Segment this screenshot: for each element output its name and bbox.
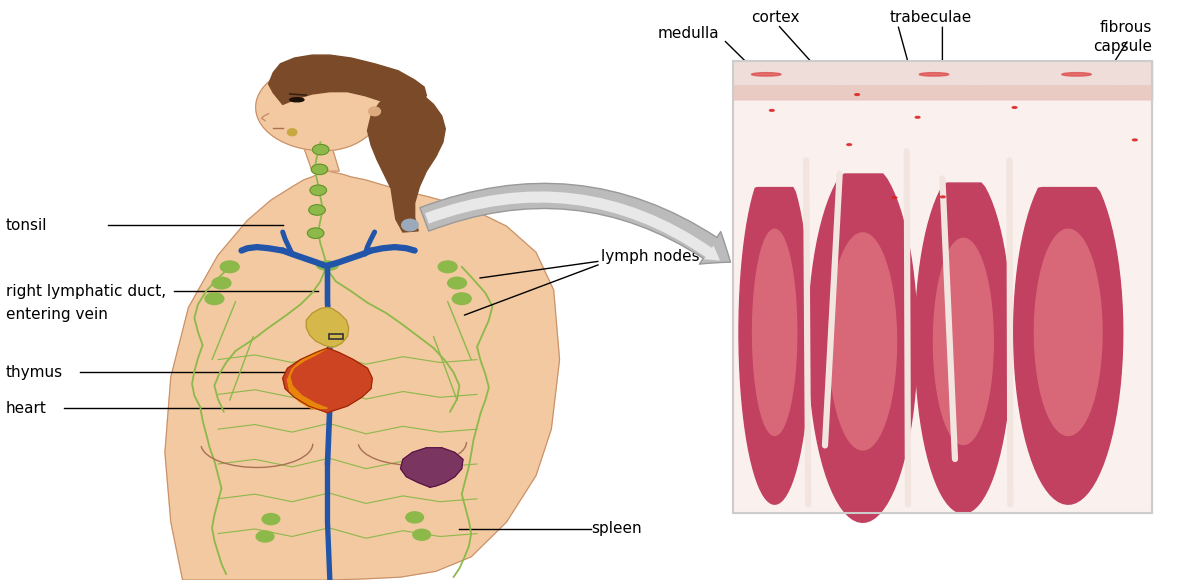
Ellipse shape	[220, 261, 239, 273]
Polygon shape	[401, 448, 463, 487]
Ellipse shape	[369, 107, 380, 116]
Polygon shape	[368, 87, 445, 232]
Ellipse shape	[312, 144, 329, 155]
Bar	[329, 334, 343, 339]
Ellipse shape	[257, 531, 273, 542]
Polygon shape	[304, 148, 339, 171]
Ellipse shape	[452, 293, 471, 304]
Text: right lymphatic duct,: right lymphatic duct,	[6, 284, 166, 299]
Polygon shape	[933, 238, 993, 444]
Ellipse shape	[919, 72, 948, 76]
Ellipse shape	[290, 98, 304, 102]
Bar	[733, 61, 1152, 99]
Ellipse shape	[307, 228, 324, 238]
Ellipse shape	[309, 205, 325, 215]
Ellipse shape	[847, 144, 852, 146]
Text: fibrous: fibrous	[1100, 20, 1152, 35]
Text: medulla: medulla	[657, 26, 719, 41]
Ellipse shape	[412, 529, 431, 541]
Ellipse shape	[310, 185, 326, 195]
Ellipse shape	[1061, 72, 1091, 76]
Ellipse shape	[1132, 139, 1137, 141]
Ellipse shape	[205, 293, 224, 304]
Ellipse shape	[317, 261, 338, 270]
Ellipse shape	[438, 261, 457, 273]
Polygon shape	[753, 229, 796, 436]
Ellipse shape	[212, 277, 231, 289]
Ellipse shape	[402, 219, 418, 231]
Ellipse shape	[752, 72, 781, 76]
Bar	[733, 61, 1152, 513]
Text: lymph nodes: lymph nodes	[601, 249, 700, 264]
Polygon shape	[1034, 229, 1101, 436]
Polygon shape	[287, 348, 327, 409]
Bar	[733, 61, 1152, 513]
Text: entering vein: entering vein	[6, 307, 107, 322]
Ellipse shape	[915, 117, 920, 118]
Polygon shape	[739, 187, 810, 504]
Ellipse shape	[311, 164, 327, 175]
Ellipse shape	[892, 197, 896, 198]
FancyArrowPatch shape	[425, 191, 720, 260]
Text: heart: heart	[6, 401, 47, 416]
Ellipse shape	[855, 94, 860, 96]
Polygon shape	[269, 55, 426, 106]
Polygon shape	[808, 174, 918, 523]
Text: spleen: spleen	[591, 521, 642, 536]
Ellipse shape	[287, 129, 297, 136]
Ellipse shape	[1012, 107, 1017, 108]
Polygon shape	[915, 183, 1012, 513]
Ellipse shape	[940, 196, 945, 198]
Ellipse shape	[769, 110, 774, 111]
Ellipse shape	[262, 514, 280, 524]
Polygon shape	[256, 64, 382, 151]
Polygon shape	[829, 233, 896, 450]
Polygon shape	[283, 348, 372, 413]
Text: tonsil: tonsil	[6, 218, 47, 233]
Polygon shape	[165, 171, 560, 580]
Polygon shape	[1014, 187, 1123, 504]
Text: thymus: thymus	[6, 365, 62, 380]
Bar	[733, 61, 1152, 84]
Text: trabeculae: trabeculae	[889, 10, 972, 25]
Text: cortex: cortex	[750, 10, 800, 25]
FancyArrowPatch shape	[419, 183, 730, 264]
Text: capsule: capsule	[1093, 39, 1152, 54]
Ellipse shape	[405, 512, 423, 523]
Ellipse shape	[448, 277, 466, 289]
Polygon shape	[306, 307, 349, 347]
